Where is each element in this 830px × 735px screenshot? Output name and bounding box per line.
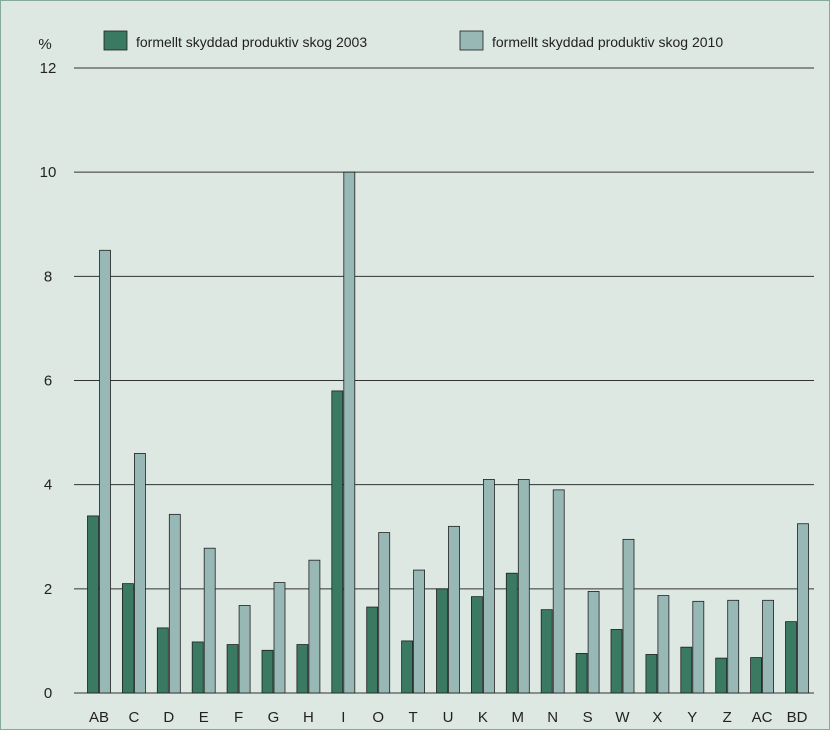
bar-2003 <box>680 646 693 694</box>
y-tick-label: 6 <box>44 373 52 390</box>
x-tick-label: M <box>512 709 525 726</box>
bar-2003 <box>122 583 134 694</box>
bar-2003 <box>226 644 239 694</box>
bar-2003 <box>540 609 553 694</box>
bar-2003 <box>156 627 169 694</box>
bar-2010 <box>133 453 146 694</box>
bar-2003 <box>191 641 204 694</box>
bar-2003 <box>505 572 518 694</box>
bar-2003 <box>575 653 588 694</box>
x-tick-label: Z <box>723 709 732 726</box>
bar-2010 <box>587 591 600 694</box>
bar-2010 <box>517 479 530 694</box>
bar-2010 <box>657 595 670 694</box>
bar-2003 <box>331 390 344 694</box>
x-tick-label: C <box>128 709 139 726</box>
y-tick-label: 8 <box>44 268 52 285</box>
bar-2003 <box>261 649 274 694</box>
x-tick-label: S <box>583 709 593 726</box>
x-tick-label: AB <box>89 709 109 726</box>
legend-label-2010: formellt skyddad produktiv skog 2010 <box>492 34 723 50</box>
bar-2010 <box>413 569 426 694</box>
x-tick-label: D <box>163 709 174 726</box>
y-tick-label: 4 <box>44 477 52 494</box>
bar-2003 <box>470 596 483 694</box>
bar-2010 <box>99 249 111 694</box>
y-axis-label: % <box>38 36 51 53</box>
bar-2003 <box>785 621 797 694</box>
bar-2010 <box>203 547 216 694</box>
bar-2003 <box>401 640 414 694</box>
x-tick-label: K <box>478 709 488 726</box>
x-tick-label: F <box>234 709 243 726</box>
bar-2010 <box>797 523 809 694</box>
legend-swatch-2010 <box>459 30 484 51</box>
x-tick-label: N <box>547 709 558 726</box>
bar-2003 <box>750 657 762 694</box>
bar-2010 <box>273 582 286 694</box>
y-tick-label: 10 <box>40 164 57 181</box>
x-tick-label: G <box>268 709 280 726</box>
x-tick-label: X <box>652 709 662 726</box>
x-tick-label: E <box>199 709 209 726</box>
y-tick-label: 0 <box>44 685 52 702</box>
x-tick-label: BD <box>787 709 808 726</box>
y-tick-label: 12 <box>40 60 57 77</box>
bar-2003 <box>610 629 623 694</box>
bar-2010 <box>308 559 321 694</box>
bar-2003 <box>715 657 728 694</box>
x-tick-label: U <box>443 709 454 726</box>
bar-2003 <box>87 515 99 694</box>
bar-2003 <box>645 654 658 694</box>
y-tick-label: 2 <box>44 581 52 598</box>
bar-2010 <box>727 599 740 694</box>
bar-2003 <box>366 606 379 694</box>
bar-2010 <box>238 605 251 694</box>
x-tick-label: O <box>372 709 384 726</box>
bar-2003 <box>296 644 309 694</box>
bar-2010 <box>552 489 565 694</box>
legend-label-2003: formellt skyddad produktiv skog 2003 <box>136 34 367 50</box>
x-tick-label: Y <box>687 709 697 726</box>
bar-2010 <box>448 525 460 694</box>
legend-swatch-2003 <box>103 30 128 51</box>
bar-2010 <box>622 538 635 694</box>
bar-2010 <box>343 171 356 694</box>
x-tick-label: W <box>615 709 630 726</box>
x-tick-label: H <box>303 709 314 726</box>
x-tick-label: AC <box>752 709 773 726</box>
bar-2010 <box>482 479 495 694</box>
bar-2010 <box>378 532 391 694</box>
bar-2003 <box>436 588 448 694</box>
bar-2010 <box>762 599 774 694</box>
x-tick-label: I <box>341 709 345 726</box>
x-tick-label: T <box>409 709 418 726</box>
bar-2010 <box>168 513 181 694</box>
bar-2010 <box>692 600 705 694</box>
